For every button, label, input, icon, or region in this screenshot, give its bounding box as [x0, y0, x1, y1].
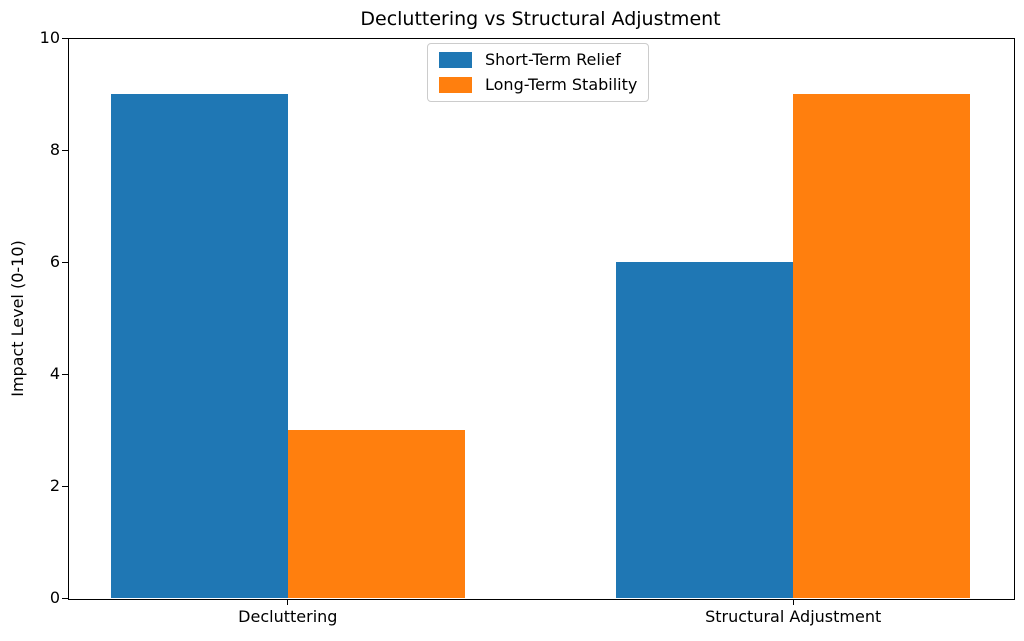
y-axis-tick-label: 10	[39, 28, 60, 47]
y-axis-tick-label: 2	[49, 476, 60, 495]
legend-swatch-blue	[439, 52, 472, 68]
legend-item-long-term-stability: Long-Term Stability	[439, 76, 637, 94]
y-axis-tick-mark	[62, 37, 68, 39]
legend-swatch-orange	[439, 77, 472, 93]
y-axis-tick-mark	[62, 149, 68, 151]
x-axis-tick-mark	[287, 599, 289, 605]
y-axis-tick-mark	[62, 485, 68, 487]
legend-label: Short-Term Relief	[485, 50, 621, 69]
bar	[287, 430, 465, 598]
y-axis-label-container: Impact Level (0-10)	[0, 38, 34, 598]
chart-title: Decluttering vs Structural Adjustment	[360, 8, 721, 30]
x-axis-tick-label: Decluttering	[238, 607, 338, 626]
y-axis-tick-label: 4	[49, 364, 60, 383]
bar	[110, 94, 288, 598]
y-axis-tick-mark	[62, 373, 68, 375]
legend: Short-Term Relief Long-Term Stability	[427, 43, 650, 102]
legend-item-short-term-relief: Short-Term Relief	[439, 51, 637, 69]
legend-label: Long-Term Stability	[485, 75, 638, 94]
y-axis-tick-mark	[62, 261, 68, 263]
plot-area	[68, 38, 1015, 600]
bar	[616, 262, 794, 598]
y-axis-tick-mark	[62, 597, 68, 599]
y-axis-tick-label: 6	[49, 252, 60, 271]
y-axis-tick-label: 0	[49, 588, 60, 607]
y-axis-tick-label: 8	[49, 140, 60, 159]
bar	[793, 94, 971, 598]
x-axis-tick-mark	[792, 599, 794, 605]
x-axis-tick-label: Structural Adjustment	[705, 607, 882, 626]
